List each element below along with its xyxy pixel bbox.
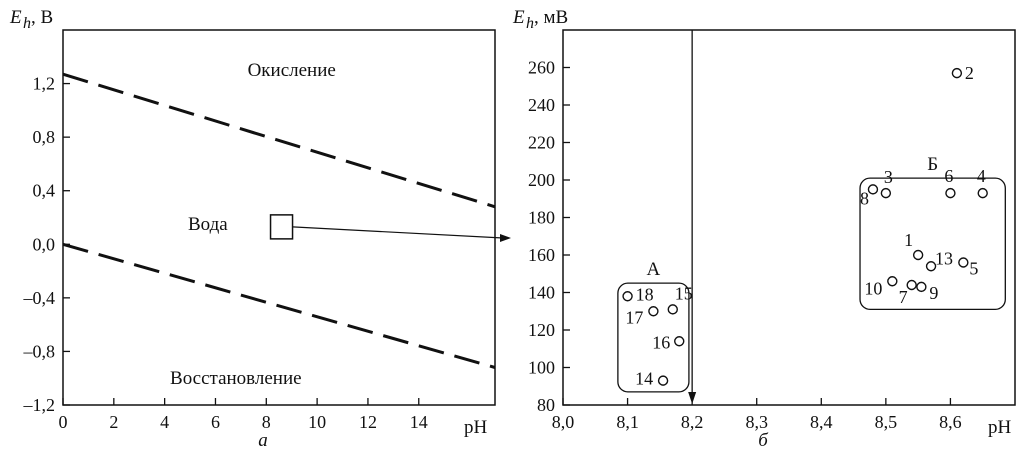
panel-b-ylabel-main: E [512,7,525,28]
data-point [880,187,892,199]
point-label: 1 [904,230,913,250]
data-point [912,249,924,261]
panel-a-xtick-label: 0 [59,412,68,432]
panel-b-xtick-label: 8,5 [875,412,898,432]
panel-b-xtick-label: 8,2 [681,412,704,432]
panel-a-ylabel-unit: , В [31,7,53,28]
panel-a-eh-ph-diagram: E h , В 1,2 0,8 0,4 0,0 –0,4 –0,8 –1,2 0 2 4 6 8 10… [9,7,496,451]
panel-b-ytick-label: 80 [537,395,555,415]
panel-a-xtick-label: 6 [211,412,220,432]
data-point [674,336,685,347]
water-reduction-boundary-line [62,242,496,369]
panel-a-ytick-label: 0,0 [33,234,56,254]
panel-b-ytick-label: 100 [528,358,555,378]
panel-b-ytick-label: 140 [528,283,555,303]
panel-a-ytick-label: 0,4 [33,181,56,201]
point-label: 13 [935,248,953,268]
region-label: Вода [188,214,228,235]
panel-a-ylabel-sub: h [23,15,31,32]
data-point [867,184,879,195]
point-label: 8 [860,188,869,208]
panel-a-ylabel-main: E [9,7,22,28]
point-label: 7 [899,287,908,307]
panel-a-ytick-label: –1,2 [23,395,56,415]
connector-arrowhead [500,234,511,242]
data-point [887,276,898,287]
group-label: Б [927,154,938,175]
point-label: 6 [944,166,953,186]
panel-a-xtick-label: 2 [109,412,118,432]
panel-b-xtick-label: 8,6 [939,412,962,432]
point-label: 5 [969,259,978,279]
panel-b-ylabel-unit: , мВ [534,7,568,28]
group-box [617,282,690,393]
panel-b-ytick-label: 220 [528,133,555,153]
panel-a-frame [62,29,496,406]
panel-a-ytick-label: –0,4 [23,288,56,308]
panel-b-ytick-label: 200 [528,170,555,190]
data-point [977,187,988,199]
region-label: Восстановление [170,368,302,389]
point-label: 18 [636,284,654,304]
data-point [951,67,963,79]
data-point [622,291,633,302]
zoom-connector [292,226,511,242]
panel-b-xtick-label: 8,0 [552,412,575,432]
panel-b-ytick-label: 260 [528,58,555,78]
panel-b-ylabel-sub: h [526,15,534,32]
water-oxidation-boundary-line [62,72,496,209]
panel-b-xtick-label: 8,4 [810,412,833,432]
point-label: 17 [625,307,643,327]
panel-a-ytick-label: –0,8 [23,341,56,361]
panel-b-scatter: E h , мВ 260 240 220 200 180 160 140 120 100 80 8… [512,7,1016,451]
data-point [906,279,917,291]
point-label: 2 [965,63,974,83]
data-point [958,257,969,268]
panel-b-xtick-label: 8,1 [616,412,639,432]
panel-a-xtick-label: 4 [160,412,169,432]
zoom-region-box [269,214,294,240]
panel-b-xtick-label: 8,3 [745,412,768,432]
panel-b-label: б [758,430,769,451]
data-point [657,375,669,386]
region-label: Окисление [248,60,336,81]
panel-b-ytick-label: 240 [528,95,555,115]
data-point [667,304,678,315]
panel-b-ytick-label: 180 [528,208,555,228]
point-label: 10 [864,278,882,298]
data-point [945,187,956,199]
point-label: 3 [884,167,893,187]
group-label: А [647,259,661,280]
point-label: 14 [635,369,653,389]
panel-a-ytick-label: 0,8 [33,127,56,147]
panel-a-xtick-label: 8 [262,412,271,432]
panel-b-xlabel: pH [988,417,1012,438]
data-point [916,281,927,293]
panel-b-ytick-label: 120 [528,320,555,340]
point-label: 4 [977,166,986,186]
point-label: 9 [929,283,938,303]
panel-a-xtick-label: 12 [359,412,377,432]
panel-b-frame [562,29,1016,406]
data-point [925,261,937,272]
panel-a-label: а [258,430,268,451]
point-label: 16 [652,332,670,352]
group-box [859,177,1006,311]
panel-b-ytick-label: 160 [528,245,555,265]
point-label: 15 [675,283,693,303]
ph-marker-arrowhead [688,392,697,404]
panel-a-xtick-label: 10 [308,412,326,432]
panel-a-xlabel: pH [464,417,488,438]
panel-a-ytick-label: 1,2 [33,74,56,94]
data-point [648,306,659,317]
panel-a-xtick-label: 14 [410,412,428,432]
